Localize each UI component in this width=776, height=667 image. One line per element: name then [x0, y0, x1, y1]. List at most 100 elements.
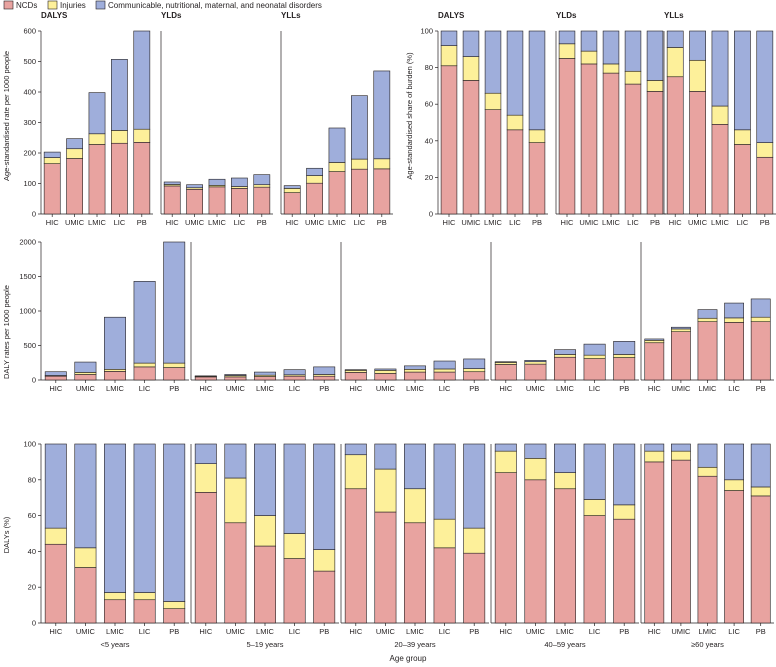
x-tick-label: LMIC [256, 384, 275, 393]
row2-y-axis-title: DALY rates per 1000 people [2, 285, 11, 379]
x-tick-label: PB [469, 384, 479, 393]
bar-b2-lmic-s0 [602, 72, 620, 215]
x-tick-label: PB [619, 384, 629, 393]
x-tick-label: PB [650, 218, 660, 227]
x-tick-label: UMIC [579, 218, 599, 227]
bar-a3-lmic-s0 [328, 171, 346, 215]
panel-b1: 0 20 40 60 80 100 HIC UMIC LMIC LIC PB DALYS [420, 11, 548, 227]
bar-b3-lmic-s1 [711, 105, 729, 125]
panel-c2: HIC UMIC LMIC LIC PB [190, 242, 339, 393]
bar-a2-pb-s0 [253, 186, 271, 215]
x-tick-label: LMIC [106, 384, 125, 393]
bar-d1-lmic-s0 [104, 599, 126, 624]
bar-c3-hic-s1 [344, 370, 367, 373]
bar-d2-lmic-s1 [254, 515, 276, 547]
x-tick-label: LIC [114, 218, 126, 227]
bar-a1-lmic-s2 [88, 92, 106, 135]
bar-a1-lic-s1 [111, 130, 128, 144]
x-tick-label: HIC [349, 627, 363, 636]
x-tick-label: UMIC [305, 218, 325, 227]
bar-d1-hic-s1 [44, 527, 67, 545]
bar-d5-lic-s0 [724, 490, 744, 624]
bar-a2-umic-s0 [186, 188, 203, 215]
bar-d1-pb-s1 [163, 601, 186, 609]
x-tick-label: LIC [234, 218, 246, 227]
y-tick-label: 400 [23, 88, 36, 97]
x-tick-label: UMIC [688, 218, 708, 227]
panel-title: 20–39 years [394, 640, 436, 649]
bar-a3-umic-s2 [306, 167, 323, 176]
x-tick-label: HIC [648, 627, 662, 636]
bar-d4-lmic-s0 [554, 488, 576, 624]
bar-c4-pb-s2 [613, 341, 636, 355]
bar-d2-pb-s2 [313, 443, 336, 550]
x-tick-label: UMIC [226, 627, 246, 636]
panel-title: DALYS [438, 11, 465, 20]
x-axis-title: Age group [390, 654, 427, 663]
x-tick-label: HIC [443, 218, 457, 227]
bar-c5-hic-s0 [644, 342, 665, 381]
x-tick-label: HIC [49, 384, 63, 393]
panel-c4: HIC UMIC LMIC LIC PB [490, 242, 639, 393]
bar-b1-lic-s1 [506, 114, 524, 131]
x-tick-label: LIC [354, 218, 366, 227]
bar-c2-lmic-s0 [254, 376, 276, 381]
bar-a3-pb-s2 [373, 70, 391, 160]
legend-label-cmnn: Communicable, nutritional, maternal, and… [108, 1, 322, 10]
x-tick-label: PB [257, 218, 267, 227]
x-tick-label: LIC [737, 218, 749, 227]
x-tick-label: LMIC [88, 218, 107, 227]
bar-a3-pb-s1 [373, 158, 391, 170]
bar-d2-lic-s1 [283, 533, 306, 559]
legend-swatch-injuries [47, 0, 58, 10]
bar-c3-pb-s1 [463, 368, 486, 373]
bar-c5-lic-s0 [724, 322, 744, 381]
y-tick-label: 60 [425, 100, 433, 109]
x-tick-label: LMIC [208, 218, 227, 227]
panel-b2: HIC UMIC LMIC LIC PB YLDs [555, 11, 666, 227]
x-tick-label: HIC [49, 627, 63, 636]
bar-d5-umic-s0 [671, 459, 691, 624]
bar-d5-lmic-s1 [697, 466, 718, 477]
bar-b1-pb-s2 [528, 30, 546, 131]
y-tick-label: 80 [28, 475, 36, 484]
bar-c4-lmic-s2 [554, 349, 576, 355]
x-tick-label: LIC [589, 384, 601, 393]
bar-b2-hic-s0 [558, 58, 576, 215]
bar-b2-umic-s1 [580, 50, 598, 65]
bar-c3-umic-s0 [374, 373, 397, 381]
y-tick-label: 100 [23, 440, 36, 449]
bar-b2-pb-s0 [646, 91, 664, 215]
bar-a1-pb-s1 [133, 128, 151, 143]
bar-c1-lmic-s2 [104, 316, 126, 370]
bar-a1-pb-s0 [133, 142, 151, 215]
bar-d5-lic-s2 [724, 443, 744, 481]
bar-c1-pb-s0 [163, 367, 186, 381]
bar-c3-lic-s0 [433, 371, 456, 381]
panel-a2: HIC UMIC LMIC LIC PB YLDs [160, 11, 273, 227]
y-tick-label: 100 [23, 179, 36, 188]
bar-a1-hic-s2 [43, 151, 61, 158]
bar-a1-lic-s2 [111, 59, 128, 131]
bar-c5-lic-s2 [724, 302, 744, 319]
panel-a3: HIC UMIC LMIC LIC PB YLLs [280, 11, 393, 227]
row3-y-axis-title: DALYs (%) [2, 516, 11, 553]
panel-c5: HIC UMIC LMIC LIC PB [640, 242, 774, 393]
x-tick-label: HIC [669, 218, 683, 227]
bar-d2-hic-s1 [194, 463, 217, 493]
bar-c2-lic-s2 [283, 369, 306, 376]
bar-a3-hic-s2 [283, 185, 301, 189]
bar-d4-pb-s0 [613, 518, 636, 624]
bar-c4-lic-s1 [583, 354, 606, 359]
bar-c4-pb-s1 [613, 354, 636, 358]
bar-d3-hic-s2 [344, 443, 367, 456]
bar-b1-hic-s0 [440, 65, 458, 215]
bar-a1-hic-s1 [43, 157, 61, 164]
bar-d4-pb-s1 [613, 504, 636, 520]
panel-title: YLDs [556, 11, 577, 20]
bar-c4-umic-s0 [524, 363, 547, 381]
bar-a2-hic-s0 [163, 185, 181, 215]
bar-d3-pb-s0 [463, 552, 486, 624]
bar-b3-lmic-s2 [711, 30, 729, 107]
x-tick-label: UMIC [65, 218, 85, 227]
